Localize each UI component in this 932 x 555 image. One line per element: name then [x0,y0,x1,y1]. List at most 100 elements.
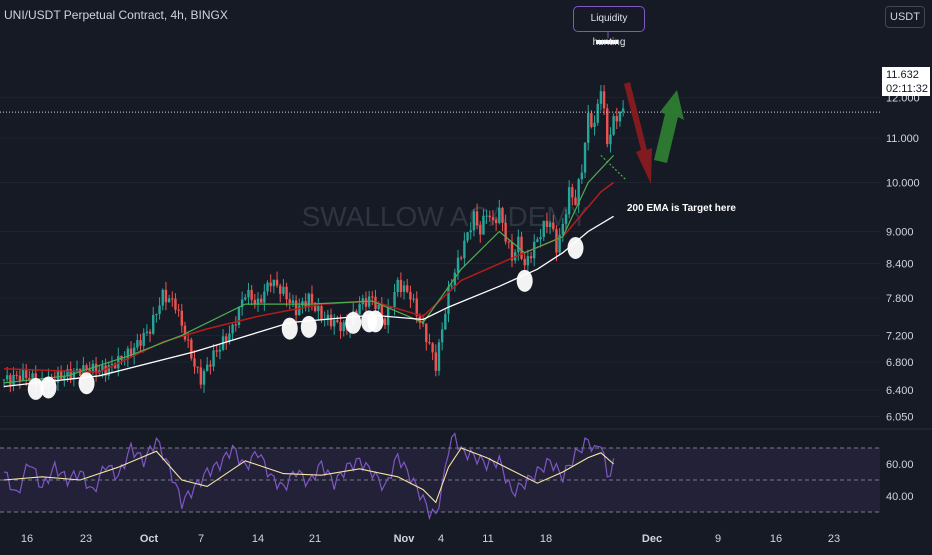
candle-body [209,364,212,367]
candle-body [510,241,514,261]
candle-body [218,349,222,352]
price-axis-label: 6.050 [886,411,914,423]
candle-body [447,286,450,314]
ema-target-note: 200 EMA is Target here [627,203,736,214]
time-axis-label: 11 [482,533,493,545]
candle-body [171,298,174,300]
ema-touch-marker [78,372,95,395]
candle-body [190,339,193,359]
candle-body [333,320,336,327]
candle-body [75,368,79,371]
candle-body [104,365,107,376]
candle-body [434,352,437,371]
candle-body [285,286,288,300]
candle-body [263,291,266,303]
rsi-ma-line [3,447,614,504]
currency-unit-button[interactable]: USDT [885,6,925,28]
candle-body [158,305,161,315]
bar-countdown: 02:11:32 [886,83,929,95]
candle-body [126,348,130,360]
candle-body [507,241,511,243]
candle-body [307,293,310,307]
candle-body [244,297,247,300]
candle-body [313,302,317,312]
candle-body [113,363,117,369]
candle-body [355,310,358,315]
candle-body [101,365,104,371]
candle-body [409,291,412,300]
candle-body [145,331,149,333]
candle-body [12,374,15,385]
candle-body [215,350,218,352]
price-axis-label: 11.000 [886,133,919,145]
candle-body [186,339,190,341]
rsi-axis-label: 60.00 [886,459,914,471]
candle-body [383,318,387,326]
price-axis-label: 10.000 [886,177,920,189]
candle-body [364,298,368,307]
candle-body [517,236,520,253]
time-axis-label: 23 [828,533,840,545]
candle-body [266,282,269,292]
candle-body [371,296,374,298]
candle-body [599,91,603,104]
time-axis-label: Dec [642,533,662,545]
chart-title: UNI/USDT Perpetual Contract, 4h, BINGX [4,8,228,22]
candle-body [428,342,431,344]
candle-body [193,358,196,367]
candle-body [590,113,593,128]
candle-body [336,320,339,322]
candle-body [504,222,507,242]
candle-body [466,232,469,241]
candle-body [548,222,552,227]
candle-body [231,324,234,334]
candle-body [142,332,145,346]
candle-body [460,257,463,259]
candle-body [329,314,333,327]
candle-body [377,304,380,310]
up-arrow [654,90,684,163]
candle-body [107,365,110,376]
candle-body [567,187,571,215]
candle-body [161,289,164,306]
time-axis-label: 4 [438,533,444,545]
candle-body [256,298,260,304]
ema-fast-projection [600,154,627,181]
candle-body [247,290,250,298]
candle-body [269,282,272,287]
candle-body [202,371,206,385]
candle-body [526,256,530,266]
candle-body [310,293,314,303]
candle-body [275,279,279,286]
candle-body [228,333,231,342]
candle-body [139,340,142,346]
candle-body [472,211,476,231]
candle-body [574,197,577,206]
candle-body [9,375,12,385]
candle-body [317,306,320,312]
time-axis-label: 9 [715,533,721,545]
time-axis-label: 7 [198,533,204,545]
candle-body [155,314,158,316]
price-axis-label: 8.400 [886,259,914,271]
candle-body [421,322,425,324]
time-axis-label: Nov [394,533,416,545]
candle-body [485,215,488,217]
candle-body [571,187,574,198]
ema-touch-marker [300,315,317,338]
time-axis-label: 18 [540,533,552,545]
candle-body [63,376,66,379]
price-axis-label: 7.800 [886,293,914,305]
candle-body [606,108,609,145]
candle-body [577,179,580,206]
candle-body [240,299,244,308]
candle-body [206,364,209,372]
liquidity-hunting-callout: Liquidity hunting [573,6,645,48]
ema-touch-marker [367,310,384,333]
candle-body [272,279,276,287]
candle-body [59,371,63,379]
ema-touch-marker [281,317,298,340]
candle-body [545,220,549,227]
candle-body [174,298,177,310]
candle-body [180,310,183,326]
